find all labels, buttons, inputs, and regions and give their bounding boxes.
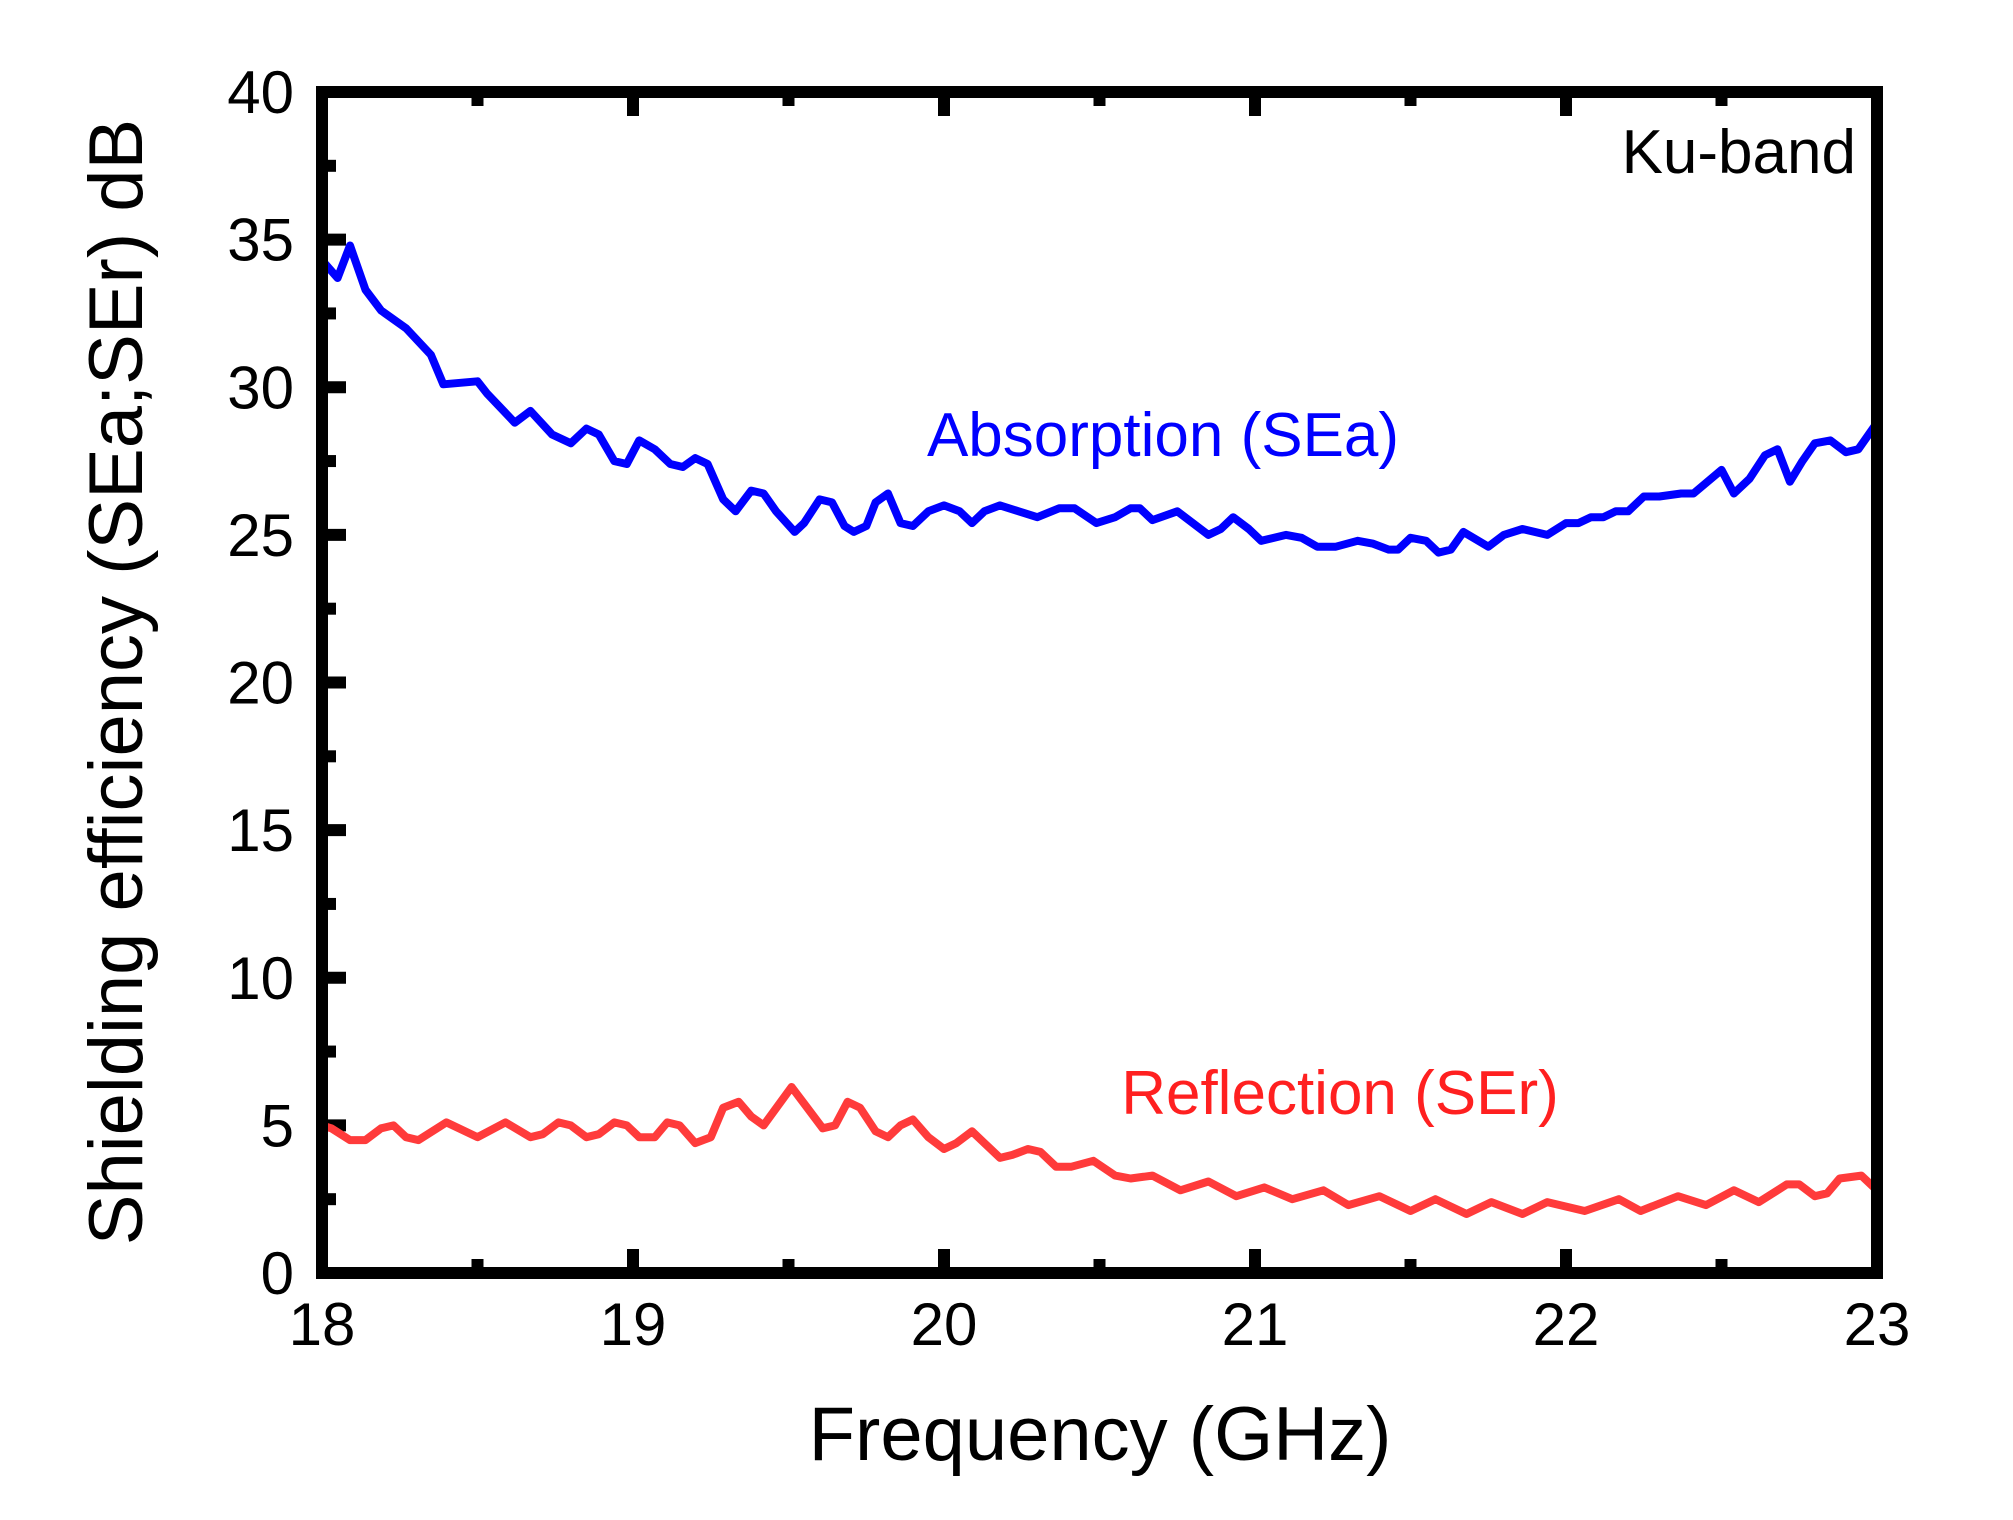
y-tick-label: 30	[227, 354, 294, 421]
y-tick-label: 10	[227, 945, 294, 1012]
reflection-line	[320, 1083, 1880, 1218]
x-tick-label: 22	[1533, 1291, 1600, 1358]
y-tick-label: 0	[261, 1240, 294, 1307]
y-tick-label: 25	[227, 502, 294, 569]
absorption-series-label: Absorption (SEa)	[927, 401, 1399, 470]
x-tick-label: 23	[1844, 1291, 1911, 1358]
axis-ticks	[316, 86, 1883, 1279]
y-tick-label: 5	[261, 1092, 294, 1159]
y-tick-labels: 0 5 10 15 20 25 30 35 40	[227, 59, 294, 1307]
y-axis-title: Shielding efficiency (SEa;SEr) dB	[74, 119, 159, 1246]
x-axis-title: Frequency (GHz)	[809, 1392, 1392, 1477]
x-tick-label: 19	[600, 1291, 667, 1358]
reflection-series-label: Reflection (SEr)	[1121, 1059, 1559, 1128]
y-tick-label: 35	[227, 207, 294, 274]
x-tick-label: 20	[911, 1291, 978, 1358]
x-tick-labels: 18 19 20 21 22 23	[289, 1291, 1911, 1358]
x-tick-label: 18	[289, 1291, 356, 1358]
absorption-line	[318, 241, 1881, 557]
y-tick-label: 40	[227, 59, 294, 126]
plot-frame	[316, 86, 1883, 1279]
y-tick-label: 20	[227, 650, 294, 717]
y-tick-label: 15	[227, 797, 294, 864]
x-tick-label: 21	[1222, 1291, 1289, 1358]
series-group	[318, 241, 1881, 1218]
band-annotation: Ku-band	[1622, 118, 1856, 187]
